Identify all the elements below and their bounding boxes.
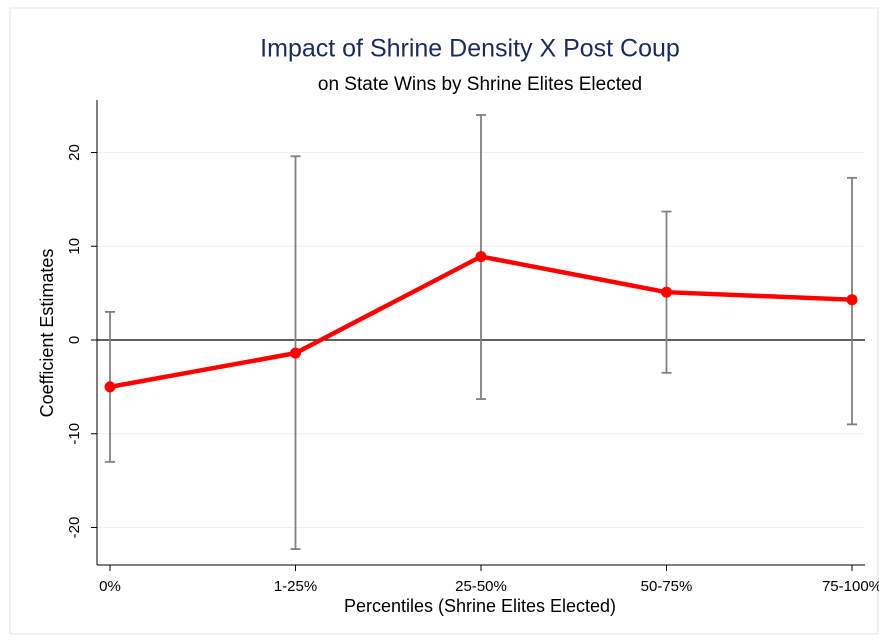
- x-tick-label: 25-50%: [455, 578, 507, 595]
- data-point: [846, 294, 858, 306]
- chart-subtitle: on State Wins by Shrine Elites Elected: [318, 74, 642, 95]
- x-tick-label: 50-75%: [641, 578, 693, 595]
- data-point: [661, 286, 672, 298]
- data-point: [475, 251, 487, 263]
- y-tick-label: 10: [66, 238, 83, 255]
- x-tick-label: 0%: [99, 578, 121, 595]
- y-tick-label: -10: [66, 423, 83, 445]
- y-tick-label: 0: [66, 336, 83, 344]
- x-tick-label: 75-100%: [822, 578, 879, 595]
- graph-frame: [9, 7, 879, 635]
- y-axis-label: Coefficient Estimates: [37, 249, 57, 418]
- x-tick-label: 1-25%: [274, 578, 317, 595]
- data-point: [104, 381, 116, 393]
- data-point: [290, 347, 301, 359]
- y-tick-label: 20: [66, 144, 83, 161]
- x-axis-label: Percentiles (Shrine Elites Elected): [344, 596, 616, 616]
- chart-title: Impact of Shrine Density X Post Coup: [260, 35, 680, 63]
- y-tick-label: -20: [66, 517, 83, 539]
